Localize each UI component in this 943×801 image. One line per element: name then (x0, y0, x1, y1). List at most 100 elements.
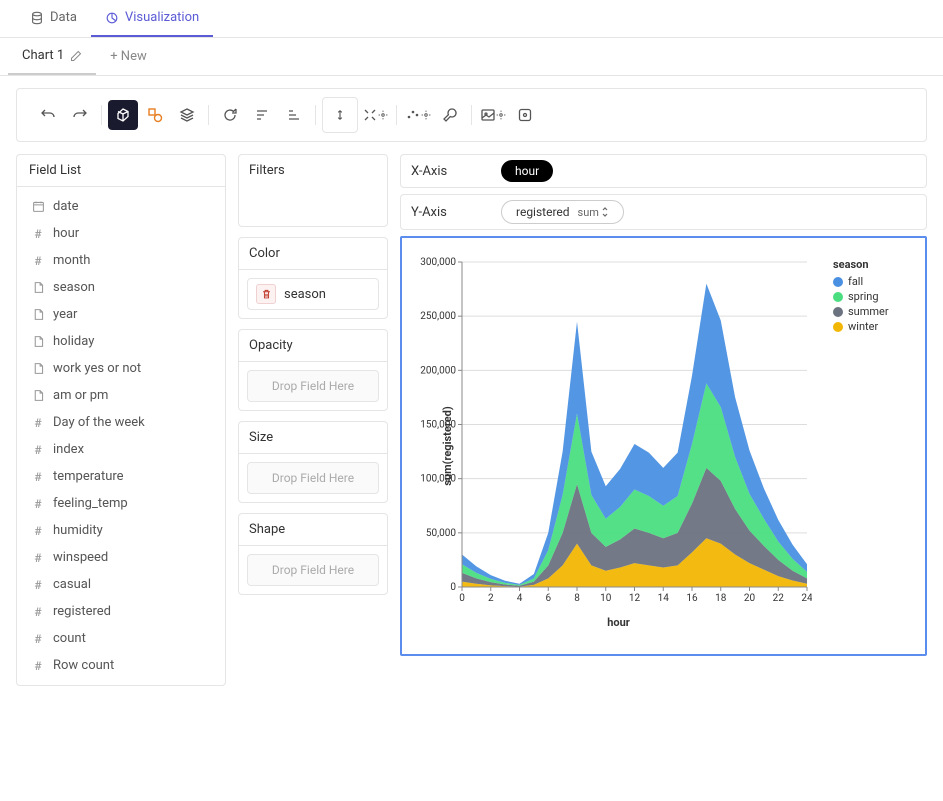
field-name: count (53, 631, 86, 646)
chart-icon (105, 11, 119, 25)
y-axis-pill[interactable]: registered sum (501, 200, 624, 224)
undo-button[interactable] (33, 100, 63, 130)
undo-icon (40, 107, 56, 123)
field-type-icon (31, 281, 45, 295)
edit-icon (70, 50, 82, 62)
field-item[interactable]: #hour (17, 220, 225, 247)
field-name: casual (53, 577, 91, 592)
field-name: work yes or not (53, 361, 141, 376)
legend-swatch (833, 277, 843, 287)
wrench-button[interactable] (435, 100, 465, 130)
svg-text:16: 16 (686, 593, 698, 604)
field-item[interactable]: date (17, 193, 225, 220)
tab-data[interactable]: Data (16, 0, 91, 37)
cube-button[interactable] (108, 100, 138, 130)
filters-dropzone[interactable] (239, 186, 387, 226)
field-item[interactable]: # registered (17, 598, 225, 625)
field-type-icon: # (31, 443, 45, 457)
remove-color-button[interactable] (256, 284, 276, 304)
field-item[interactable]: #Day of the week (17, 409, 225, 436)
y-axis-label: Y-Axis (411, 205, 491, 220)
svg-text:50,000: 50,000 (426, 528, 456, 539)
image-settings-button[interactable] (478, 100, 508, 130)
field-item[interactable]: year (17, 301, 225, 328)
legend-item[interactable]: fall (833, 275, 915, 288)
legend-label: winter (848, 320, 878, 333)
svg-text:8: 8 (574, 593, 580, 604)
field-item[interactable]: # feeling_temp (17, 490, 225, 517)
y-axis-field: registered (516, 205, 570, 219)
svg-text:6: 6 (545, 593, 551, 604)
field-item[interactable]: am or pm (17, 382, 225, 409)
chart-tab-new[interactable]: + New (96, 39, 161, 74)
x-axis-pill[interactable]: hour (501, 160, 553, 182)
x-axis-title: hour (412, 616, 825, 629)
tab-visualization[interactable]: Visualization (91, 0, 213, 37)
chart-area: X-Axis hour Y-Axis registered sum sum(re… (400, 154, 927, 656)
redo-button[interactable] (65, 100, 95, 130)
svg-text:300,000: 300,000 (420, 257, 456, 268)
field-item[interactable]: #month (17, 247, 225, 274)
field-type-icon: # (31, 632, 45, 646)
field-list-body: date #hour#monthseasonyearholiday work yes… (17, 187, 225, 685)
y-axis-agg[interactable]: sum (578, 206, 609, 219)
opacity-header: Opacity (239, 330, 387, 362)
field-type-icon: # (31, 578, 45, 592)
chart-tab-1[interactable]: Chart 1 (8, 38, 96, 75)
field-item[interactable]: #temperature (17, 463, 225, 490)
field-item[interactable]: #winspeed (17, 544, 225, 571)
field-item[interactable]: # casual (17, 571, 225, 598)
sort-desc-button[interactable] (279, 100, 309, 130)
field-name: am or pm (53, 388, 108, 403)
field-type-icon: # (31, 497, 45, 511)
field-item[interactable]: work yes or not (17, 355, 225, 382)
layers-button[interactable] (172, 100, 202, 130)
frame-button[interactable] (510, 100, 540, 130)
field-item[interactable]: #Row count (17, 652, 225, 679)
svg-text:22: 22 (773, 593, 785, 604)
legend-swatch (833, 292, 843, 302)
scatter-settings-button[interactable] (403, 100, 433, 130)
field-name: feeling_temp (53, 496, 128, 511)
x-axis-row: X-Axis hour (400, 154, 927, 188)
field-item[interactable]: # count (17, 625, 225, 652)
shape-dropzone[interactable]: Drop Field Here (247, 554, 379, 586)
expand-settings-button[interactable] (360, 100, 390, 130)
field-item[interactable]: #humidity (17, 517, 225, 544)
field-type-icon (31, 308, 45, 322)
field-type-icon: # (31, 416, 45, 430)
x-axis-label: X-Axis (411, 164, 491, 179)
tab-visualization-label: Visualization (125, 10, 199, 25)
chart-tabs: Chart 1 + New (0, 38, 943, 76)
axis-button[interactable] (325, 100, 355, 130)
field-item[interactable]: #index (17, 436, 225, 463)
shapes-icon (147, 107, 163, 123)
legend-item[interactable]: spring (833, 290, 915, 303)
redo-icon (72, 107, 88, 123)
legend-label: spring (848, 290, 879, 303)
database-icon (30, 11, 44, 25)
filters-header: Filters (239, 155, 387, 186)
sort-asc-button[interactable] (247, 100, 277, 130)
field-name: Row count (53, 658, 114, 673)
gear-small-icon (378, 110, 388, 120)
size-dropzone[interactable]: Drop Field Here (247, 462, 379, 494)
field-name: registered (53, 604, 111, 619)
field-type-icon (31, 335, 45, 349)
color-panel: Color season (238, 237, 388, 319)
refresh-button[interactable] (215, 100, 245, 130)
legend-item[interactable]: winter (833, 320, 915, 333)
legend-item[interactable]: summer (833, 305, 915, 318)
opacity-dropzone[interactable]: Drop Field Here (247, 370, 379, 402)
field-name: date (53, 199, 79, 214)
field-type-icon: # (31, 605, 45, 619)
field-item[interactable]: season (17, 274, 225, 301)
legend-swatch (833, 307, 843, 317)
toolbar (16, 88, 927, 142)
field-item[interactable]: holiday (17, 328, 225, 355)
chart-canvas[interactable]: sum(registered) 050,000100,000150,000200… (400, 236, 927, 656)
trash-icon (261, 289, 272, 300)
gear-small-icon (496, 110, 506, 120)
color-encoding-pill[interactable]: season (247, 278, 379, 310)
shapes-button[interactable] (140, 100, 170, 130)
